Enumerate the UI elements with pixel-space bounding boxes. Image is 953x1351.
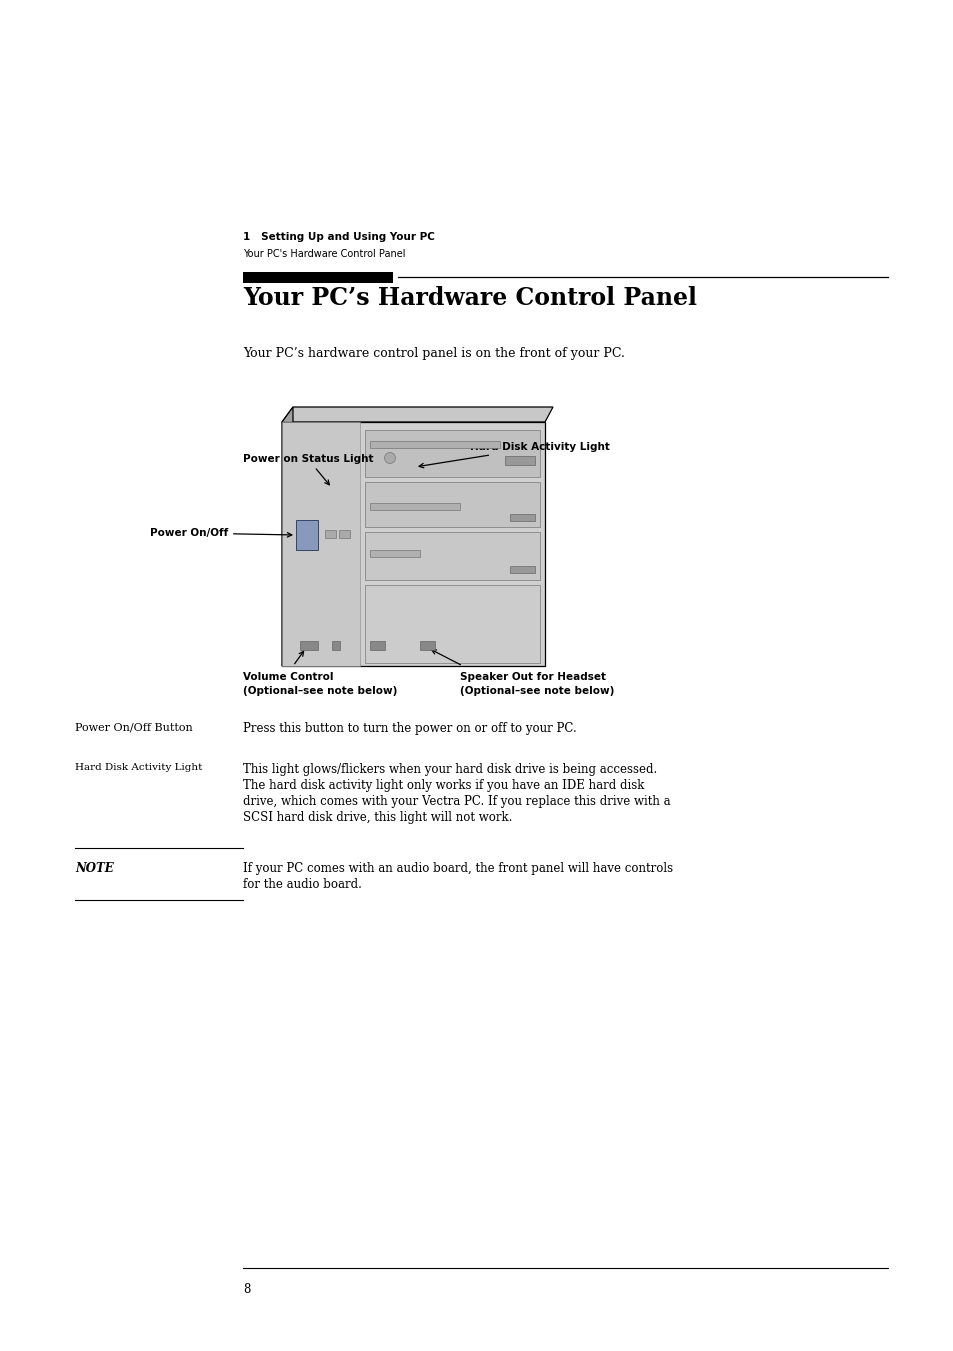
- Text: This light glows/flickers when your hard disk drive is being accessed.: This light glows/flickers when your hard…: [243, 763, 657, 775]
- Text: 8: 8: [243, 1283, 250, 1296]
- Polygon shape: [282, 407, 293, 666]
- Text: (Optional–see note below): (Optional–see note below): [243, 686, 397, 696]
- Bar: [370, 440, 499, 449]
- Text: (Optional–see note below): (Optional–see note below): [459, 686, 614, 696]
- Text: NOTE: NOTE: [75, 862, 113, 875]
- Bar: [365, 482, 539, 527]
- Text: Speaker Out for Headset: Speaker Out for Headset: [459, 671, 605, 682]
- Bar: [504, 457, 535, 465]
- Bar: [299, 640, 317, 650]
- Circle shape: [384, 453, 395, 463]
- Bar: [370, 640, 385, 650]
- Text: Your PC’s Hardware Control Panel: Your PC’s Hardware Control Panel: [243, 286, 697, 309]
- Bar: [370, 550, 419, 557]
- Bar: [295, 520, 317, 550]
- Bar: [365, 430, 539, 477]
- Bar: [510, 566, 535, 573]
- Bar: [365, 585, 539, 663]
- Bar: [370, 503, 459, 509]
- Polygon shape: [282, 407, 553, 422]
- Text: Power On/Off: Power On/Off: [150, 528, 292, 538]
- Bar: [325, 530, 335, 538]
- Bar: [282, 422, 544, 666]
- Text: SCSI hard disk drive, this light will not work.: SCSI hard disk drive, this light will no…: [243, 811, 512, 824]
- Text: Hard Disk Activity Light: Hard Disk Activity Light: [418, 442, 609, 467]
- Bar: [338, 530, 350, 538]
- Text: 1   Setting Up and Using Your PC: 1 Setting Up and Using Your PC: [243, 232, 435, 242]
- Text: Your PC’s hardware control panel is on the front of your PC.: Your PC’s hardware control panel is on t…: [243, 347, 624, 359]
- Text: If your PC comes with an audio board, the front panel will have controls: If your PC comes with an audio board, th…: [243, 862, 673, 875]
- Text: Press this button to turn the power on or off to your PC.: Press this button to turn the power on o…: [243, 721, 577, 735]
- Text: Volume Control: Volume Control: [243, 671, 334, 682]
- Bar: [365, 532, 539, 580]
- Text: Power on Status Light: Power on Status Light: [242, 454, 373, 485]
- Bar: [419, 640, 435, 650]
- Text: Hard Disk Activity Light: Hard Disk Activity Light: [75, 763, 202, 771]
- Text: for the audio board.: for the audio board.: [243, 878, 361, 892]
- Text: Your PC's Hardware Control Panel: Your PC's Hardware Control Panel: [243, 249, 405, 259]
- Text: The hard disk activity light only works if you have an IDE hard disk: The hard disk activity light only works …: [243, 780, 643, 792]
- Bar: [282, 422, 359, 666]
- Bar: [332, 640, 339, 650]
- Text: Power On/Off Button: Power On/Off Button: [75, 721, 193, 732]
- Bar: [510, 513, 535, 521]
- Text: drive, which comes with your Vectra PC. If you replace this drive with a: drive, which comes with your Vectra PC. …: [243, 794, 670, 808]
- Bar: [243, 272, 393, 282]
